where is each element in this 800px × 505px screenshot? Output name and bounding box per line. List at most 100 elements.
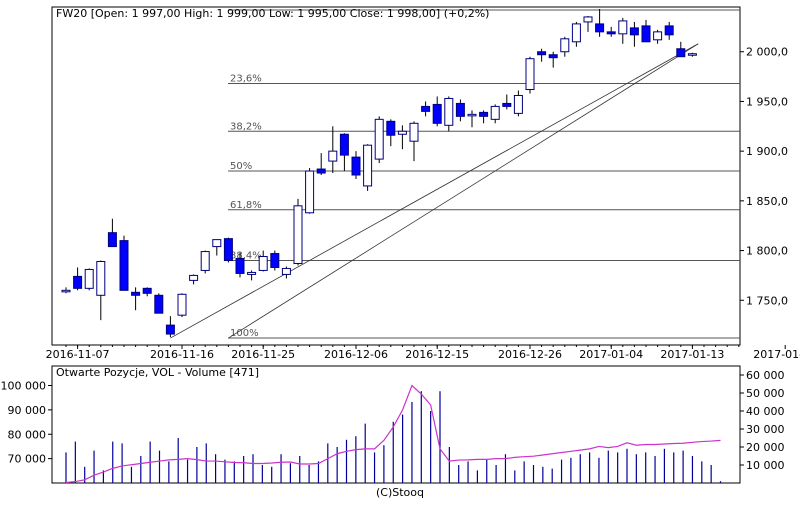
candle-body	[374, 118, 384, 160]
candle-body	[490, 105, 500, 120]
candle	[653, 29, 663, 44]
candle	[84, 268, 94, 291]
price-y-axis: 1 750,0 1 800,0 1 850,0 1 900,0 1 950,0 2 000…	[740, 46, 788, 307]
fib-level-label: 61,8%	[230, 200, 262, 211]
candle	[61, 287, 71, 294]
candle-body	[386, 120, 396, 136]
candle-body	[189, 274, 199, 281]
candle	[397, 125, 407, 150]
candle-body	[96, 260, 106, 296]
candle	[363, 144, 373, 191]
candle	[316, 153, 326, 176]
candle	[641, 19, 651, 43]
date-x-tick-label: 2016-12-06	[324, 348, 388, 361]
open-interest-line	[65, 384, 721, 484]
candle-body	[687, 53, 697, 56]
candle	[537, 48, 547, 62]
volume-y-tick-label: 10 000	[746, 459, 785, 472]
date-x-tick-label: 2016-11-25	[231, 348, 295, 361]
candle	[606, 26, 616, 37]
candle	[571, 21, 581, 47]
candle-body	[502, 102, 512, 107]
candle	[467, 110, 477, 128]
date-x-tick-label: 2016-11-07	[46, 348, 110, 361]
candle	[374, 116, 384, 164]
volume-panel-frame	[51, 365, 741, 484]
candle-body	[432, 103, 442, 124]
candle-body	[618, 20, 628, 35]
candle-body	[583, 16, 593, 23]
price-y-tick-label: 1 950,0	[746, 95, 788, 108]
candle-body	[560, 38, 570, 53]
open-interest-y-axis: 70 000 80 000 90 000 100 000	[1, 380, 52, 466]
candle-body	[606, 31, 616, 35]
candle	[142, 287, 152, 297]
candle	[409, 121, 419, 162]
candle-body	[641, 25, 651, 43]
candle	[212, 239, 222, 256]
candle-body	[571, 23, 581, 43]
volume-y-tick-label: 50 000	[746, 387, 785, 400]
price-y-tick-label: 1 750,0	[746, 294, 788, 307]
candle	[189, 274, 199, 285]
open-interest-y-tick-label: 70 000	[8, 453, 47, 466]
candle-body	[270, 253, 280, 268]
footer-credit: (C)Stooq	[376, 486, 424, 499]
candle-body	[421, 105, 431, 112]
volume-y-tick-label: 60 000	[746, 369, 785, 382]
candle-body	[525, 58, 535, 91]
candle-body	[107, 232, 117, 248]
candle	[165, 316, 175, 338]
candle-body	[653, 31, 663, 41]
candle	[154, 293, 164, 314]
candle	[270, 250, 280, 271]
open-interest-y-tick-label: 90 000	[8, 404, 47, 417]
candle	[629, 21, 639, 47]
candle-body	[293, 205, 303, 264]
candle-body	[316, 168, 326, 174]
trendline	[228, 43, 699, 339]
candle-body	[363, 144, 373, 187]
candle	[560, 36, 570, 57]
candle	[96, 260, 106, 321]
candle	[583, 15, 593, 32]
date-x-tick-label: 2017-01-13	[660, 348, 724, 361]
date-x-tick-label: 2016-12-26	[498, 348, 562, 361]
fib-level-label: 23,6%	[230, 74, 262, 85]
candle	[432, 96, 442, 127]
volume-bars	[65, 391, 722, 483]
candle-body	[84, 268, 94, 289]
candle-body	[409, 122, 419, 142]
fib-level-label: 50%	[230, 161, 252, 172]
candle	[235, 252, 245, 278]
candle	[258, 250, 268, 272]
fib-level-label: 38,2%	[230, 121, 262, 132]
candle-body	[479, 111, 489, 117]
volume-y-axis: 10 000 20 000 30 000 40 000 50 000 60 000	[740, 369, 785, 472]
candle	[339, 133, 349, 172]
candle-body	[444, 97, 454, 126]
candle	[119, 235, 129, 291]
candle-body	[235, 258, 245, 274]
candle-body	[142, 287, 152, 294]
candle-body	[629, 27, 639, 36]
price-y-tick-label: 1 850,0	[746, 195, 788, 208]
candle-body	[154, 294, 164, 314]
candle-body	[537, 51, 547, 56]
candle-body	[328, 150, 338, 162]
price-y-tick-label: 2 000,0	[746, 46, 788, 59]
date-x-tick-label: 2017-01-04	[579, 348, 643, 361]
candle	[490, 104, 500, 124]
trendlines	[170, 43, 699, 339]
price-chart-title: FW20 [Open: 1 997,00 High: 1 999,00 Low:…	[56, 7, 489, 20]
candle-body	[351, 156, 361, 176]
candle-body	[281, 267, 291, 275]
candle	[676, 41, 686, 58]
candle	[351, 151, 361, 179]
date-x-axis: 2016-11-07 2016-11-16 2016-11-25 2016-12-06…	[46, 345, 800, 361]
candle	[525, 56, 535, 94]
candle	[421, 101, 431, 117]
candle-body	[305, 170, 315, 214]
